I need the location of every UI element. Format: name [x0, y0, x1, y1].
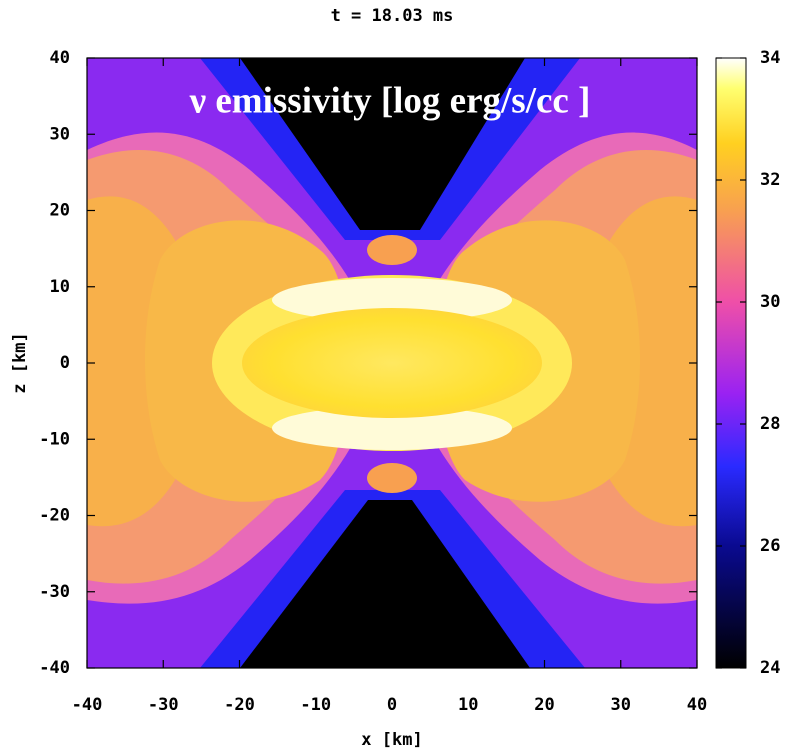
y-tick-label: 40 [50, 48, 70, 68]
x-tick-label: 10 [458, 695, 478, 715]
x-tick-label: -40 [72, 695, 103, 715]
x-tick-label: -20 [224, 695, 255, 715]
colorbar-tick-label: 32 [760, 170, 780, 190]
x-tick-label: -30 [148, 695, 179, 715]
x-tick-label: -10 [300, 695, 331, 715]
y-tick-label: 20 [50, 201, 70, 221]
colorbar-tick-label: 28 [760, 414, 780, 434]
colorbar [715, 57, 747, 669]
chart-title: t = 18.03 ms [331, 6, 454, 26]
colorbar-tick-label: 30 [760, 292, 780, 312]
y-tick-label: -20 [39, 506, 70, 526]
y-axis-label: z [km] [10, 332, 30, 393]
x-tick-label: 40 [687, 695, 707, 715]
y-tick-label: -30 [39, 582, 70, 602]
colorbar-tick-label: 34 [760, 48, 780, 68]
colorbar-tick-label: 24 [760, 658, 780, 678]
colorbar-tick-label: 26 [760, 536, 780, 556]
x-axis-label: x [km] [361, 730, 422, 750]
x-tick-label: 0 [387, 695, 397, 715]
x-tick-label: 20 [534, 695, 554, 715]
y-tick-label: -40 [39, 658, 70, 678]
y-tick-label: 10 [50, 277, 70, 297]
y-tick-label: 0 [60, 353, 70, 373]
annotation: ν emissivity [log erg/s/cc ] [189, 80, 591, 121]
y-tick-label: -10 [39, 429, 70, 449]
x-tick-label: 30 [611, 695, 631, 715]
heatmap-field [87, 58, 697, 668]
y-tick-label: 30 [50, 124, 70, 144]
